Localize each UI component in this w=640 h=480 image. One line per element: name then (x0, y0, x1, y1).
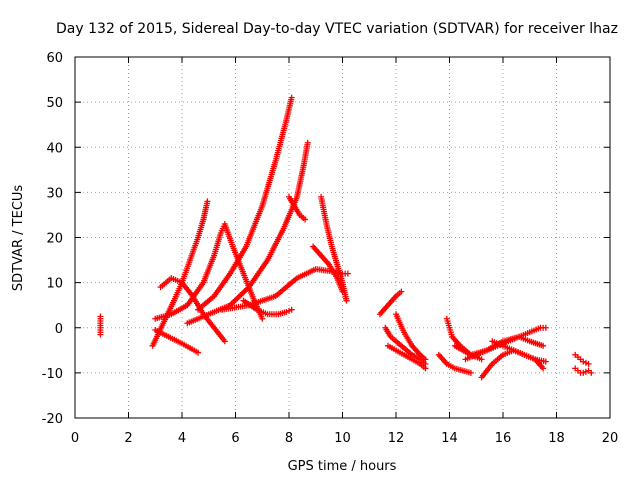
series-arc-1 (97, 313, 104, 338)
series-arc-24 (572, 365, 595, 376)
data-point (235, 293, 242, 300)
series-arc-10 (286, 193, 309, 223)
y-tick-label: 30 (46, 186, 63, 201)
y-tick-label: 50 (46, 96, 63, 111)
data-point (221, 338, 228, 345)
data-point (288, 94, 295, 101)
series-arc-20 (462, 324, 549, 363)
y-tick-label: 40 (46, 141, 63, 156)
x-axis-label: GPS time / hours (288, 459, 397, 474)
data-point (286, 307, 292, 314)
series-arc-12 (310, 243, 346, 295)
series-arc-7 (184, 139, 311, 327)
x-tick-label: 14 (441, 431, 458, 446)
data-point (304, 139, 311, 146)
data-point (540, 365, 547, 372)
data-point (588, 369, 595, 376)
y-tick-label: 20 (46, 232, 63, 247)
y-axis-label: SDTVAR / TECUs (11, 185, 26, 292)
data-point (582, 368, 589, 375)
data-point (585, 360, 592, 367)
y-tick-label: -20 (42, 412, 63, 427)
data-point (580, 358, 587, 365)
x-tick-label: 8 (285, 431, 293, 446)
series-arc-11 (318, 193, 350, 304)
x-tick-label: 2 (124, 431, 132, 446)
x-tick-label: 20 (602, 431, 619, 446)
data-point (283, 308, 290, 315)
x-tick-label: 4 (178, 431, 186, 446)
x-tick-label: 0 (71, 431, 79, 446)
data-point (540, 342, 547, 349)
data-point (288, 306, 295, 313)
series-arc-13 (376, 288, 405, 318)
data-point (195, 349, 202, 356)
data-point (231, 298, 238, 305)
data-point (240, 289, 247, 296)
series-arc-22 (489, 338, 549, 365)
axis-ticks: 0 2 4 6 8 10 12 14 16 18 20 -20 -10 0 10 20 30 40 50 60 (42, 51, 619, 446)
data-point (97, 331, 104, 338)
x-tick-label: 16 (495, 431, 512, 446)
series-arc-15 (382, 324, 429, 367)
series-arc-16 (393, 311, 429, 363)
data-points (97, 94, 595, 381)
data-point (230, 299, 237, 306)
data-point (478, 356, 485, 363)
data-point (580, 369, 587, 376)
series-arc-5 (152, 220, 266, 322)
series-arc-2 (149, 198, 211, 349)
data-point (204, 198, 211, 205)
y-tick-label: 10 (46, 277, 63, 292)
x-tick-label: 10 (334, 431, 351, 446)
data-point (422, 356, 429, 363)
data-point (232, 296, 239, 303)
data-point (344, 270, 351, 277)
series-arc-4 (152, 327, 202, 356)
data-point (542, 358, 549, 365)
grid-lines (75, 57, 610, 418)
data-point (234, 295, 241, 302)
plot-frame (74, 56, 611, 419)
data-point (339, 288, 346, 295)
y-tick-label: 0 (55, 322, 63, 337)
data-point (238, 291, 245, 298)
data-point (237, 292, 244, 299)
y-tick-label: -10 (42, 367, 63, 382)
series-arc-23 (572, 351, 592, 367)
data-point (582, 359, 589, 366)
series-arc-17 (435, 351, 474, 376)
x-tick-label: 6 (231, 431, 239, 446)
chart-title: Day 132 of 2015, Sidereal Day-to-day VTE… (56, 21, 618, 37)
data-point (302, 216, 309, 223)
data-point (259, 315, 266, 322)
y-tick-label: 60 (46, 51, 63, 66)
series-arc-14 (384, 342, 429, 372)
x-tick-label: 12 (388, 431, 405, 446)
data-point (398, 288, 405, 295)
data-point (467, 369, 474, 376)
x-tick-label: 18 (548, 431, 565, 446)
data-point (542, 324, 549, 331)
series-arc-6 (195, 94, 295, 313)
series-arc-9 (219, 266, 351, 313)
data-point (343, 297, 350, 304)
